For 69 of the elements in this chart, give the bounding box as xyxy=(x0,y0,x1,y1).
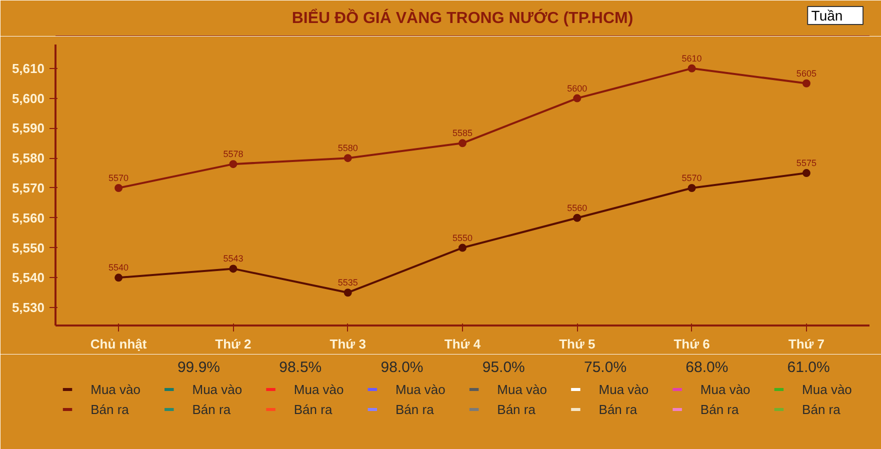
x-tick-label: Thứ 5 xyxy=(559,336,596,352)
data-label: 5535 xyxy=(338,278,358,288)
point xyxy=(802,169,810,178)
point xyxy=(229,264,238,273)
point xyxy=(573,214,582,222)
y-tick-label: 5,590 xyxy=(12,120,45,136)
legend-label: Mua vào xyxy=(700,382,750,397)
point xyxy=(458,139,466,148)
data-label: 5543 xyxy=(223,254,244,264)
y-tick-label: 5,550 xyxy=(12,240,45,256)
point xyxy=(688,184,696,192)
data-label: 5540 xyxy=(108,262,129,273)
data-label: 5585 xyxy=(452,128,473,138)
text: 68.0% xyxy=(686,359,728,376)
y-tick-label: 5,580 xyxy=(12,150,45,166)
x-tick-label: Thứ 3 xyxy=(330,336,366,352)
data-label: 5570 xyxy=(108,172,129,183)
legend-label: Mua vào xyxy=(90,382,140,397)
legend-label: Bán ra xyxy=(294,402,333,417)
legend-label: Bán ra xyxy=(90,402,130,417)
data-label: 5610 xyxy=(682,53,702,64)
data-label: 5575 xyxy=(796,158,816,168)
x-tick-label: Thứ 6 xyxy=(674,336,710,352)
legend-label: Mua vào xyxy=(294,382,344,397)
y-tick-label: 5,610 xyxy=(12,60,45,76)
data-label: 5560 xyxy=(567,202,588,213)
data-label: 5600 xyxy=(567,83,588,94)
point xyxy=(344,154,352,162)
legend-label: Bán ra xyxy=(192,402,232,417)
point xyxy=(114,184,123,192)
legend-label: Mua vào xyxy=(396,382,446,397)
text: 98.0% xyxy=(380,359,424,376)
x-tick-label: Thứ 7 xyxy=(788,336,825,352)
data-label: 5580 xyxy=(338,143,358,154)
y-tick-label: 5,570 xyxy=(12,180,45,196)
legend-label: Mua vào xyxy=(192,382,242,397)
data-label: 5570 xyxy=(682,172,702,183)
point xyxy=(573,94,582,102)
y-tick-label: 5,540 xyxy=(12,270,45,286)
legend-label: Mua vào xyxy=(497,382,548,397)
y-tick-label: 5,530 xyxy=(12,300,45,316)
legend-label: Bán ra xyxy=(396,402,435,417)
text: Tuần xyxy=(811,8,843,24)
text: 95.0% xyxy=(482,359,525,376)
legend-label: Mua vào xyxy=(598,382,649,397)
data-label: 5550 xyxy=(452,232,473,243)
legend-label: Bán ra xyxy=(802,402,842,417)
data-label: 5578 xyxy=(223,149,244,160)
x-tick-label: Chủ nhật xyxy=(90,336,148,352)
y-tick-label: 5,560 xyxy=(12,210,45,226)
point xyxy=(344,288,352,297)
legend-label: Bán ra xyxy=(497,402,536,417)
chart-title: BIỂU ĐỒ GIÁ VÀNG TRONG NƯỚC (TP.HCM) xyxy=(292,8,634,27)
text: 61.0% xyxy=(787,359,830,376)
point xyxy=(229,160,238,168)
legend-label: Bán ra xyxy=(598,402,638,417)
x-tick-label: Thứ 2 xyxy=(215,336,252,352)
text: 99.9% xyxy=(177,359,220,376)
point xyxy=(688,64,696,72)
legend-label: Bán ra xyxy=(700,402,740,417)
point xyxy=(114,274,123,282)
text: 98.5% xyxy=(279,359,322,376)
point xyxy=(802,79,810,88)
y-tick-label: 5,600 xyxy=(12,90,45,106)
x-tick-label: Thứ 4 xyxy=(444,336,482,352)
legend-label: Mua vào xyxy=(802,382,852,397)
data-label: 5605 xyxy=(796,68,816,78)
text: 75.0% xyxy=(584,359,627,376)
point xyxy=(458,244,466,252)
